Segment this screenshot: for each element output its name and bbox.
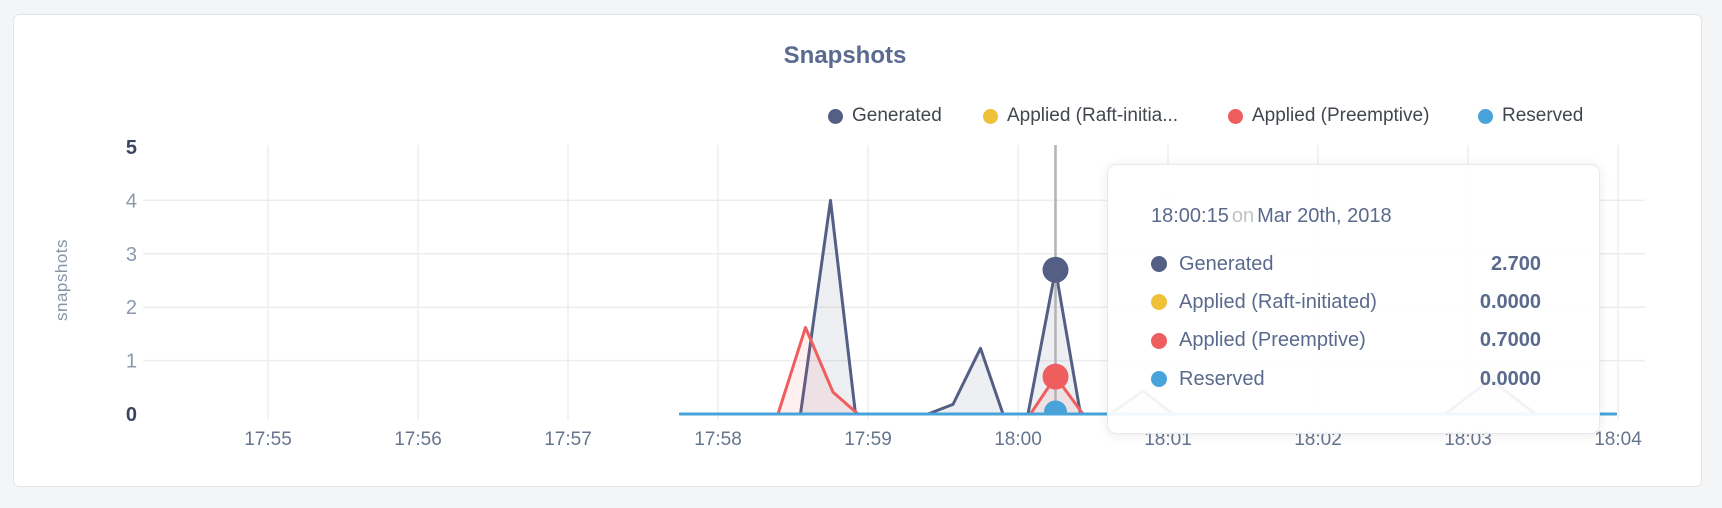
tooltip-date: Mar 20th, 2018 (1257, 205, 1392, 227)
x-tick-label: 18:03 (1444, 429, 1492, 450)
x-tick-label: 17:56 (394, 429, 442, 450)
tooltip-swatch-icon (1151, 256, 1167, 272)
tooltip-series-label: Reserved (1179, 367, 1265, 390)
hover-dots (1042, 256, 1069, 416)
tooltip-series-label: Applied (Raft-initiated) (1179, 290, 1377, 313)
legend-item-applied-preemptive[interactable]: Applied (Preemptive) (1228, 103, 1429, 129)
y-tick-label: 0 (126, 404, 137, 426)
tooltip-row-generated: Generated 2.700 (1151, 245, 1541, 283)
tooltip-series-value: 0.7000 (1479, 329, 1541, 352)
legend-item-applied-raft-initia[interactable]: Applied (Raft-initia... (983, 103, 1178, 129)
y-tick-label: 2 (126, 297, 137, 319)
y-tick-label: 4 (126, 190, 137, 212)
chart-title: Snapshots (783, 42, 907, 69)
legend-label: Applied (Preemptive) (1252, 105, 1430, 126)
x-tick-label: 18:02 (1294, 429, 1342, 450)
y-tick-label: 1 (126, 351, 137, 373)
hover-dot-reserved (1044, 400, 1067, 416)
tooltip-row-applied-raft-initiated: Applied (Raft-initiated) 0.0000 (1151, 283, 1541, 321)
x-axis-ticks: 17:55 17:56 17:57 17:58 17:59 18:00 18:01 18:02… (244, 429, 1642, 450)
legend-label: Reserved (1502, 105, 1584, 126)
legend-label: Applied (Raft-initia... (1007, 105, 1179, 126)
x-tick-label: 17:57 (544, 429, 592, 450)
hover-dot-applied-preemptive (1042, 363, 1069, 390)
legend-label: Generated (852, 105, 942, 126)
legend-swatch-icon (1478, 108, 1493, 124)
tooltip-preposition: on (1231, 205, 1255, 227)
tooltip-row-reserved: Reserved 0.0000 (1151, 360, 1541, 398)
legend-item-reserved[interactable]: Reserved (1478, 103, 1583, 129)
tooltip-series-value: 0.0000 (1479, 290, 1541, 313)
tooltip-series-label: Generated (1179, 252, 1274, 275)
legend-swatch-icon (1228, 108, 1243, 124)
x-tick-label: 18:04 (1594, 429, 1642, 450)
tooltip-series-label: Applied (Preemptive) (1179, 329, 1366, 352)
legend-swatch-icon (828, 108, 843, 124)
tooltip-row-applied-preemptive: Applied (Preemptive) 0.7000 (1151, 322, 1541, 360)
x-tick-label: 17:59 (844, 429, 892, 450)
legend-swatch-icon (983, 108, 998, 124)
hover-tooltip: 18:00:15 on Mar 20th, 2018 Generated 2.700 A… (1107, 164, 1600, 434)
y-tick-label: 5 (126, 137, 137, 159)
tooltip-swatch-icon (1151, 332, 1167, 349)
tooltip-swatch-icon (1151, 294, 1167, 311)
tooltip-time: 18:00:15 (1151, 205, 1229, 227)
x-tick-label: 18:00 (994, 429, 1042, 450)
y-axis-ticks: 0 1 2 3 4 5 (126, 137, 137, 426)
tooltip-date-line: 18:00:15 on Mar 20th, 2018 (1151, 205, 1392, 228)
x-tick-label: 17:55 (244, 429, 292, 450)
legend-item-generated[interactable]: Generated (828, 103, 942, 129)
y-tick-label: 3 (126, 244, 137, 266)
tooltip-series-value: 0.0000 (1479, 367, 1541, 390)
x-tick-label: 17:58 (694, 429, 742, 450)
tooltip-series-value: 2.700 (1490, 252, 1541, 275)
x-tick-label: 18:01 (1144, 429, 1192, 450)
tooltip-swatch-icon (1151, 371, 1167, 388)
hover-dot-generated (1042, 256, 1069, 283)
